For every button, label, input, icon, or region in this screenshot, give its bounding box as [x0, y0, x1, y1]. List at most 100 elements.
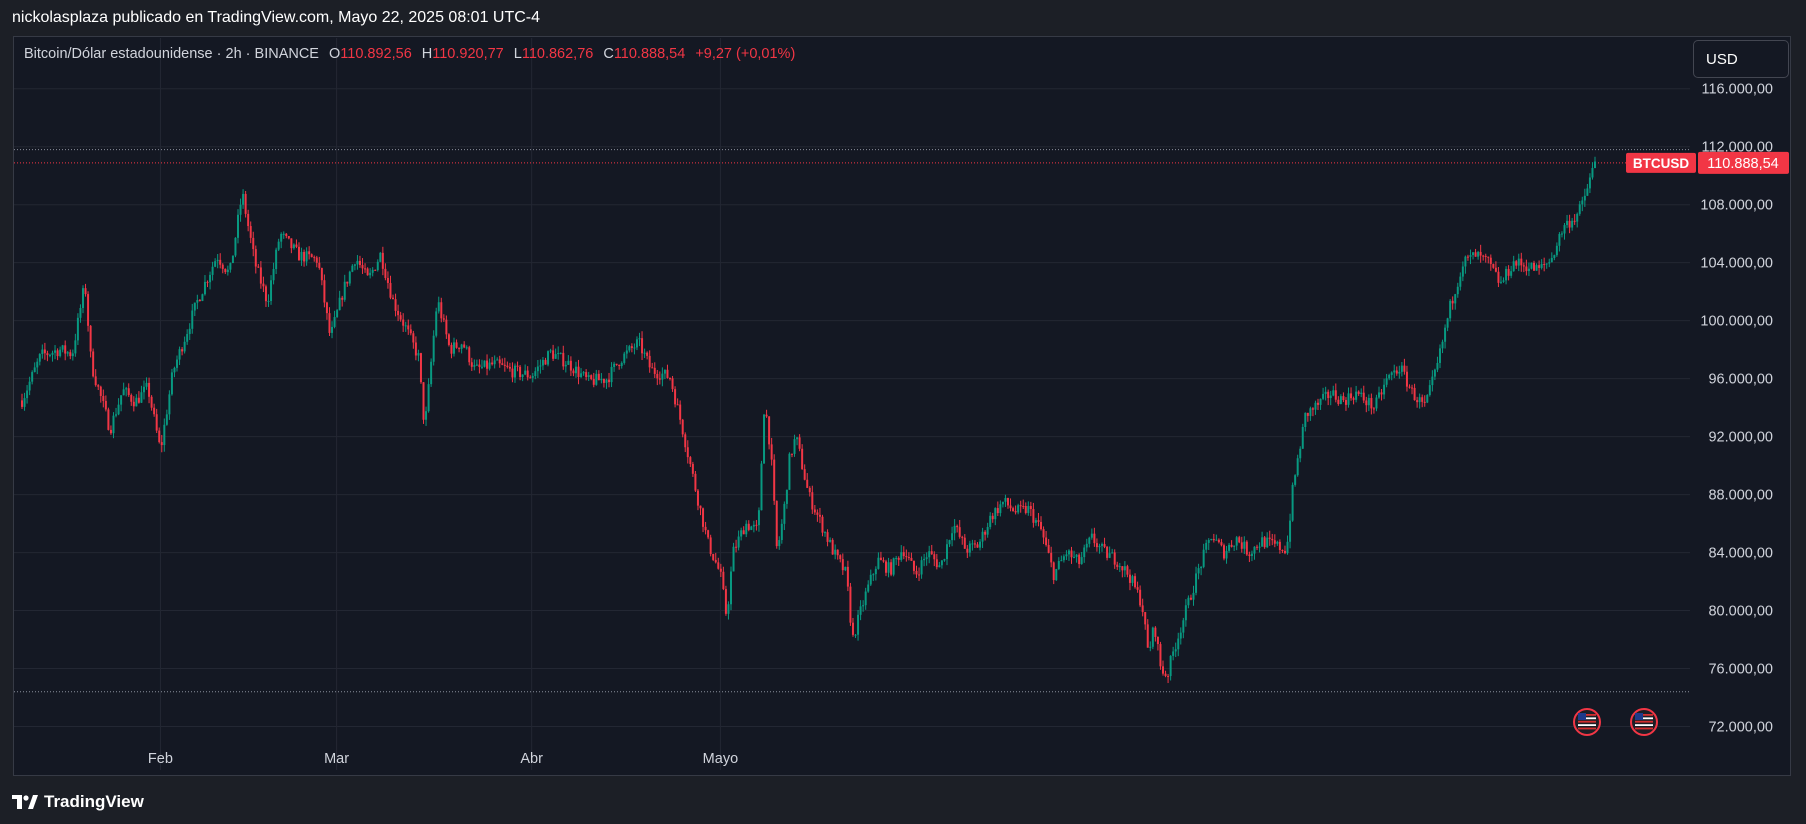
currency-button[interactable]: USD — [1693, 40, 1789, 78]
candle-body — [1372, 408, 1375, 410]
candle-body — [498, 359, 501, 364]
candle-body — [902, 552, 905, 557]
candle-body — [742, 530, 745, 535]
candle-body — [1538, 265, 1541, 268]
candle-body — [1228, 544, 1231, 551]
price-value-tag — [1698, 151, 1789, 174]
candle-body — [51, 352, 54, 355]
candle-body — [1571, 220, 1574, 228]
candle-body — [1329, 395, 1332, 399]
candle-body — [1446, 318, 1449, 328]
candle-body — [552, 350, 555, 359]
candle-body — [1390, 372, 1393, 375]
candle-body — [79, 307, 82, 318]
candle-body — [445, 319, 448, 335]
change-value: +9,27 (+0,01%) — [695, 46, 796, 62]
candle-body — [277, 241, 280, 250]
publisher-line: nickolasplaza publicado en TradingView.c… — [12, 9, 541, 26]
candle-body — [714, 559, 717, 563]
candle-body — [1581, 200, 1584, 205]
candle-body — [148, 382, 151, 397]
candle-body — [943, 559, 946, 561]
candle-body — [679, 404, 682, 420]
candle-body — [1273, 540, 1276, 544]
candle-body — [1477, 251, 1480, 257]
symbol-description[interactable]: Bitcoin/Dólar estadounidense · 2h · BINA… — [24, 46, 319, 62]
candle-body — [198, 299, 201, 302]
candle-body — [165, 414, 168, 425]
candle-body — [239, 204, 242, 215]
candle-body — [676, 404, 679, 406]
candle-body — [1296, 458, 1299, 476]
chart-pane[interactable] — [13, 36, 1791, 776]
candle-body — [226, 269, 229, 273]
candle-body — [773, 459, 776, 501]
us-flag-event-icon[interactable] — [1573, 708, 1601, 736]
candle-body — [562, 352, 565, 367]
candle-body — [1385, 378, 1388, 385]
candle-body — [1416, 400, 1419, 403]
candle-body — [948, 540, 951, 545]
candle-body — [1505, 268, 1508, 281]
candle-body — [900, 552, 903, 560]
candle-body — [582, 372, 585, 374]
candle-body — [592, 378, 595, 385]
candle-body — [419, 353, 422, 383]
candle-body — [343, 281, 346, 300]
candle-body — [216, 259, 219, 262]
candle-body — [956, 525, 959, 528]
candle-body — [231, 255, 234, 264]
candle-body — [862, 605, 865, 607]
flag-stripe — [1578, 717, 1596, 720]
candle-body — [313, 257, 316, 259]
candle-body — [1278, 541, 1281, 550]
horizontal-lines — [14, 149, 1690, 693]
candle-body — [1167, 675, 1170, 677]
candle-body — [170, 372, 173, 395]
y-tick-label: 76.000,00 — [1708, 662, 1773, 678]
candle-body — [1238, 537, 1241, 543]
candle-body — [196, 299, 199, 303]
candle-body — [1144, 612, 1147, 625]
candle-body — [613, 363, 616, 367]
candle-body — [854, 634, 857, 636]
candle-body — [74, 340, 77, 354]
candle-body — [788, 453, 791, 490]
candle-body — [648, 355, 651, 368]
candle-body — [1517, 258, 1520, 266]
candle-body — [1022, 505, 1025, 507]
candle-body — [1583, 195, 1586, 201]
candle-body — [488, 362, 491, 369]
candle-body — [26, 390, 29, 399]
candle-body — [122, 389, 125, 396]
candle-body — [1161, 666, 1164, 674]
candle-body — [115, 414, 118, 416]
candle-body — [1253, 546, 1256, 554]
flag-stripe — [1635, 724, 1653, 726]
candle-body — [813, 509, 816, 513]
candle-body — [1123, 566, 1126, 571]
us-flag-event-icon[interactable] — [1630, 708, 1658, 736]
candle-body — [158, 430, 161, 443]
candle-body — [689, 457, 692, 464]
candle-body — [1032, 509, 1035, 523]
candle-body — [503, 364, 506, 366]
candle-body — [97, 385, 100, 387]
footer-brand[interactable]: TradingView — [12, 788, 144, 816]
candle-body — [1235, 537, 1238, 546]
candle-body — [641, 338, 644, 354]
candle-body — [112, 415, 115, 434]
candle-body — [1154, 627, 1157, 637]
candle-body — [407, 325, 410, 330]
candle-body — [1101, 544, 1104, 546]
candle-body — [224, 268, 227, 273]
candle-body — [173, 367, 176, 373]
candle-body — [953, 525, 956, 534]
candle-body — [1433, 369, 1436, 377]
candle-body — [851, 622, 854, 635]
candle-body — [1337, 399, 1340, 405]
candle-body — [107, 409, 110, 430]
candle-body — [963, 537, 966, 549]
candle-body — [1344, 400, 1347, 405]
